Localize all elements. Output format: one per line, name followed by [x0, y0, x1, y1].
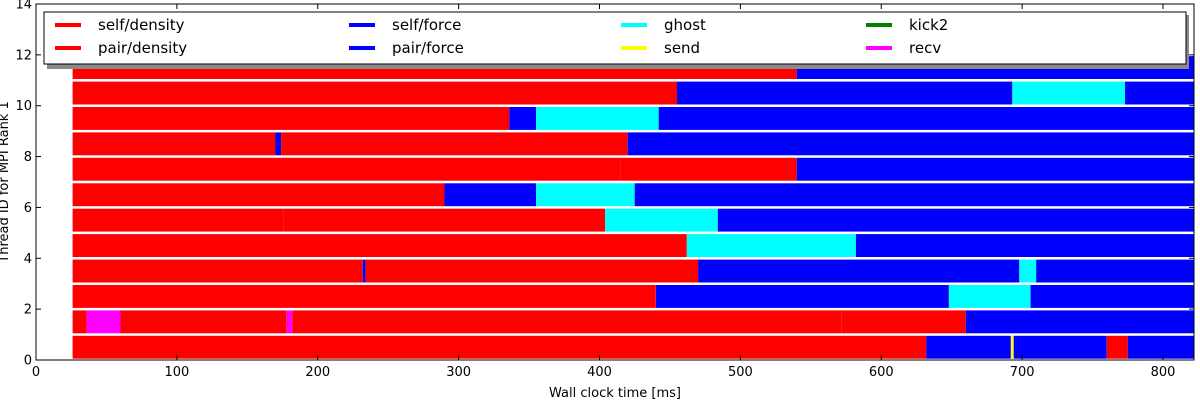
x-tick-label: 0 [32, 365, 40, 380]
x-tick-label: 200 [305, 365, 330, 380]
x-tick-label: 300 [446, 365, 471, 380]
task-bar [634, 183, 1194, 207]
plot-frame [35, 3, 1195, 361]
task-bar [509, 107, 537, 130]
x-axis-ticks: 0 100 200 300 400 500 600 700 800 [32, 4, 1176, 380]
task-bar [841, 310, 966, 334]
task-bar [286, 310, 293, 334]
task-bar [627, 132, 1194, 156]
task-bar [72, 107, 510, 130]
legend-label: ghost [664, 16, 706, 34]
task-bar [453, 208, 606, 232]
task-bar [72, 208, 284, 232]
task-bar [281, 132, 628, 156]
x-tick-label: 400 [587, 365, 612, 380]
task-bar [444, 183, 537, 207]
task-bar [72, 285, 656, 308]
task-bar [1030, 285, 1194, 308]
task-bar [1013, 335, 1107, 359]
y-tick-label: 2 [24, 303, 32, 318]
task-bar [655, 285, 949, 308]
task-bar [948, 285, 1031, 308]
legend-label: kick2 [909, 16, 948, 34]
task-bar [1019, 259, 1037, 283]
task-bar [926, 335, 1011, 359]
task-bar [677, 81, 1013, 105]
task-bar [698, 259, 1020, 283]
y-tick-label: 0 [24, 354, 32, 369]
task-bar [72, 335, 927, 359]
task-bar [855, 234, 1194, 257]
task-bar [686, 234, 856, 257]
x-tick-label: 600 [869, 365, 894, 380]
x-tick-label: 500 [728, 365, 753, 380]
task-bar [72, 132, 276, 156]
task-bar [796, 157, 1194, 181]
legend: self/density pair/density self/force pair/f… [43, 11, 1189, 69]
y-tick-label: 12 [15, 48, 32, 63]
y-axis-label: Thread ID for MPI Rank 1 [0, 101, 12, 263]
task-bar [292, 310, 842, 334]
x-tick-label: 700 [1010, 365, 1035, 380]
task-bar [365, 259, 699, 283]
task-bar [72, 157, 621, 181]
x-axis-label: Wall clock time [ms] [549, 386, 681, 400]
task-bar [362, 259, 366, 283]
legend-label: self/force [392, 16, 461, 34]
task-bar [86, 310, 121, 334]
y-tick-label: 14 [15, 0, 32, 13]
task-bar [658, 107, 1194, 130]
task-bar [1010, 335, 1014, 359]
legend-label: recv [909, 39, 941, 57]
legend-label: self/density [98, 16, 185, 34]
task-bar [536, 107, 659, 130]
task-bar [536, 183, 635, 207]
task-bar [72, 259, 363, 283]
task-bar [1125, 81, 1194, 105]
task-bar [605, 208, 718, 232]
task-bar [1127, 335, 1194, 359]
task-bar [275, 132, 282, 156]
task-bar [1012, 81, 1125, 105]
y-tick-label: 8 [24, 150, 32, 165]
task-bar [283, 208, 453, 232]
y-tick-label: 4 [24, 252, 32, 267]
task-bar [965, 310, 1194, 334]
x-tick-label: 800 [1151, 365, 1176, 380]
task-bar [717, 208, 1194, 232]
task-bar [72, 234, 687, 257]
legend-label: pair/force [392, 39, 464, 57]
task-bar [72, 183, 445, 207]
y-tick-label: 10 [15, 99, 32, 114]
legend-label: send [664, 39, 700, 57]
y-tick-label: 6 [24, 201, 32, 216]
task-bar [120, 310, 287, 334]
legend-box [43, 11, 1187, 65]
task-bar [1036, 259, 1194, 283]
task-bar [620, 157, 797, 181]
task-bar [72, 81, 678, 105]
legend-items: self/density pair/density self/force pair/f… [55, 16, 948, 57]
legend-label: pair/density [98, 39, 187, 57]
x-tick-label: 100 [164, 365, 189, 380]
task-bar [1106, 335, 1128, 359]
task-bar [72, 310, 87, 334]
y-axis-ticks: 0 2 4 6 8 10 12 14 [15, 0, 1194, 369]
